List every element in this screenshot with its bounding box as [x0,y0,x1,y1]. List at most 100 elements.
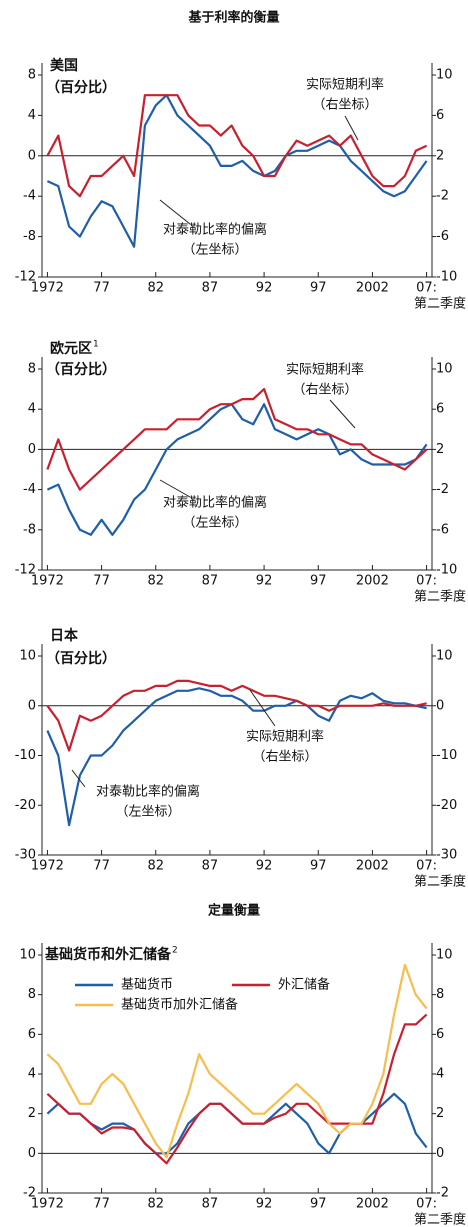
x-tick-label: 97 [310,1197,327,1212]
x-tick-label: 1972 [31,281,64,296]
x-tick-label: 77 [93,1197,110,1212]
y-tick-label: -2 [23,1186,36,1201]
x-tick-label: 92 [256,574,273,589]
leader-line [71,769,86,788]
x-note: 第二季度 [414,589,466,605]
annotation: 对泰勒比率的偏离 [163,495,267,511]
x-tick-label: 92 [256,281,273,296]
x-tick-label: 1972 [31,574,64,589]
y-tick-label: -12 [15,270,36,285]
chart-title: 美国 [50,57,78,74]
y-tick-label: 10 [19,948,36,963]
x-tick-label: 2002 [356,1197,389,1212]
chart-subtitle: （百分比） [46,79,116,96]
leader-line [329,399,356,429]
annotation: （右坐标） [252,750,317,765]
y-tick-label: 0 [28,1146,36,1161]
y-tick-label: -12 [15,563,36,578]
annotation: （左坐标） [115,805,180,820]
y2-tick-label: 6 [436,1027,444,1042]
annotation: 实际短期利率 [286,362,364,378]
x-tick-label: 1972 [31,859,64,874]
x-tick-label: 82 [147,281,164,296]
x-tick-label: 77 [93,574,110,589]
x-tick-label: 97 [310,574,327,589]
x-tick-label: 1972 [31,1197,64,1212]
annotation: （左坐标） [182,243,247,258]
legend-label: 基础货币 [121,977,173,993]
x-tick-label: 92 [256,859,273,874]
x-note: 第二季度 [414,296,466,312]
y2-tick-label: 4 [436,1067,444,1082]
title-superscript: 1 [93,340,99,350]
series-line [46,963,428,1159]
x-tick-label: 87 [202,281,219,296]
annotation: （右坐标） [312,98,377,113]
legend-label: 外汇储备 [278,977,330,993]
y2-tick-label: -10 [436,563,457,578]
series-line [46,403,428,536]
y-tick-label: -30 [15,848,36,863]
y2-tick-label: -2 [436,189,449,204]
y-tick-label: 8 [28,362,36,377]
y2-tick-label: 10 [436,649,453,664]
x-tick-label: 07: [416,1197,437,1212]
series-line [46,94,428,248]
x-tick-label: 07: [416,859,437,874]
y2-tick-label: 8 [436,987,444,1002]
leader-line [159,479,191,498]
series-line [46,679,427,752]
y-tick-label: 0 [28,148,36,163]
leader-line [344,115,359,141]
x-tick-label: 77 [93,281,110,296]
y2-tick-label: 2 [436,442,444,457]
y2-tick-label: -6 [436,522,449,537]
y-tick-label: -8 [23,229,36,244]
x-tick-label: 87 [202,859,219,874]
y-tick-label: 4 [28,1067,36,1082]
legend-label: 基础货币加外汇储备 [121,997,238,1013]
y2-tick-label: 0 [436,698,444,713]
y2-tick-label: 6 [436,108,444,123]
y-tick-label: -4 [23,482,36,497]
y-tick-label: 4 [28,108,36,123]
series-line [46,94,428,198]
annotation: （左坐标） [182,516,247,531]
y-tick-label: -4 [23,189,36,204]
y-tick-label: 4 [28,402,36,417]
x-note: 第二季度 [414,1212,466,1227]
series-line [46,388,428,491]
y2-tick-label: -2 [436,1186,449,1201]
y-tick-label: 8 [28,987,36,1002]
annotation: （右坐标） [292,383,357,398]
x-tick-label: 07: [416,281,437,296]
x-tick-label: 97 [310,859,327,874]
chart-title: 欧元区 [50,340,92,357]
x-tick-label: 82 [147,859,164,874]
y-tick-label: 0 [28,698,36,713]
x-tick-label: 07: [416,574,437,589]
y2-tick-label: -2 [436,482,449,497]
annotation: 对泰勒比率的偏离 [163,222,267,238]
y-tick-label: -10 [15,748,36,763]
annotation: 对泰勒比率的偏离 [96,784,200,800]
y2-tick-label: 2 [436,1106,444,1121]
chart-subtitle: （百分比） [46,650,116,667]
y2-tick-label: -30 [436,848,457,863]
title-superscript: 2 [172,946,178,956]
y2-tick-label: -6 [436,229,449,244]
y2-tick-label: 10 [436,362,453,377]
y2-tick-label: 2 [436,148,444,163]
y-tick-label: -20 [15,798,36,813]
y-tick-label: 8 [28,68,36,83]
x-note: 第二季度 [414,874,466,890]
x-tick-label: 77 [93,859,110,874]
y-tick-label: 6 [28,1027,36,1042]
y2-tick-label: 10 [436,68,453,83]
x-tick-label: 2002 [356,859,389,874]
series-line [46,687,427,827]
annotation: 实际短期利率 [246,729,324,745]
y-tick-label: 0 [28,442,36,457]
x-tick-label: 92 [256,1197,273,1212]
